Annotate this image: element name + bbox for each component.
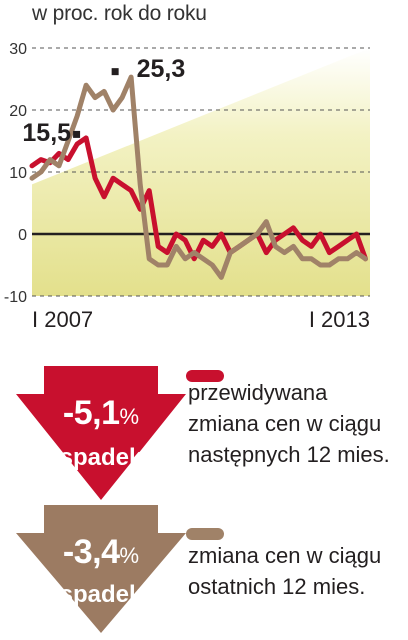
gridlines bbox=[32, 47, 370, 297]
annotation-marker bbox=[111, 68, 119, 76]
forecast-legend-line: zmiana cen w ciągu bbox=[188, 411, 382, 436]
forecast-arrow-shape bbox=[16, 366, 186, 500]
past-change-unit: % bbox=[119, 543, 140, 568]
x-tick-label: I 2007 bbox=[32, 307, 93, 332]
past-legend-line: zmiana cen w ciągu bbox=[188, 543, 382, 568]
forecast-legend-text: przewidywana zmiana cen w ciągu następny… bbox=[188, 377, 390, 470]
y-axis-ticks: 30 20 10 0 -10 bbox=[4, 41, 27, 306]
forecast-legend-swatch bbox=[186, 370, 224, 382]
forecast-change-value: -5,1% bbox=[16, 394, 186, 433]
forecast-change-unit: % bbox=[119, 404, 140, 429]
past-arrow-shape bbox=[16, 505, 186, 633]
x-axis-ticks: I 2007 I 2013 bbox=[32, 307, 370, 332]
y-tick-label: 30 bbox=[9, 41, 27, 58]
x-tick-label: I 2013 bbox=[309, 307, 370, 332]
annotation-label: 15,5 bbox=[22, 119, 71, 147]
y-tick-label: 20 bbox=[9, 103, 27, 120]
past-change-word: spadek bbox=[59, 581, 143, 608]
y-tick-label: -10 bbox=[4, 289, 27, 306]
past-legend-swatch bbox=[186, 528, 224, 540]
past-change-arrow: -3,4% spadek bbox=[16, 505, 186, 633]
past-series-line bbox=[29, 74, 368, 280]
past-legend-line: ostatnich 12 mies. bbox=[188, 574, 366, 599]
series-lines bbox=[29, 74, 368, 280]
forecast-legend-line: następnych 12 mies. bbox=[188, 442, 390, 467]
annotation-marker bbox=[73, 130, 81, 138]
unit-label: w proc. rok do roku bbox=[32, 2, 207, 25]
line-chart: 30 20 10 0 -10 I 2007 I 2013 15,5 25,3 bbox=[4, 41, 370, 332]
past-legend-text: zmiana cen w ciągu ostatnich 12 mies. bbox=[188, 540, 381, 602]
forecast-legend-line: przewidywana bbox=[188, 380, 328, 405]
past-change-value: -3,4% bbox=[16, 533, 186, 572]
y-tick-label: 0 bbox=[18, 227, 27, 244]
y-tick-label: 10 bbox=[9, 165, 27, 182]
forecast-change-word: spadek bbox=[59, 444, 143, 471]
forecast-change-number: -5,1 bbox=[62, 394, 120, 432]
past-change-number: -3,4 bbox=[62, 533, 120, 571]
annotation-label: 25,3 bbox=[137, 55, 186, 83]
forecast-change-arrow: -5,1% spadek bbox=[16, 366, 186, 500]
annotations: 15,5 25,3 bbox=[22, 55, 185, 147]
forecast-series-line bbox=[29, 135, 368, 262]
